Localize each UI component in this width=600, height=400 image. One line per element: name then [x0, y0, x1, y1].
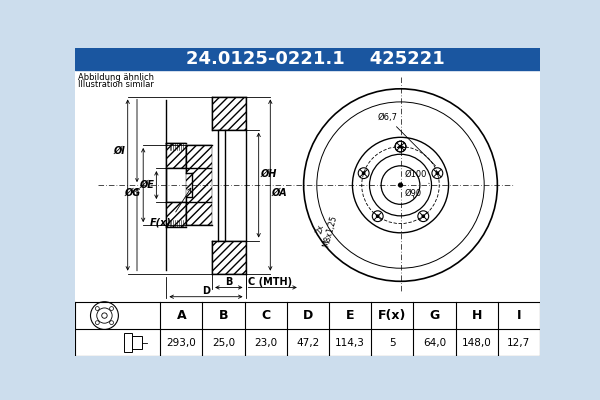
Bar	[124, 333, 131, 352]
Circle shape	[400, 146, 401, 148]
Text: ØA: ØA	[272, 188, 287, 198]
Text: 25,0: 25,0	[212, 338, 235, 348]
Circle shape	[436, 172, 439, 174]
Text: E: E	[346, 309, 355, 322]
Bar	[212, 96, 245, 130]
Text: C (MTH): C (MTH)	[248, 277, 292, 287]
Bar	[75, 48, 540, 70]
Text: Abbildung ähnlich: Abbildung ähnlich	[78, 73, 154, 82]
Text: 114,3: 114,3	[335, 338, 365, 348]
Circle shape	[422, 215, 424, 217]
Circle shape	[362, 172, 365, 174]
Text: C: C	[261, 309, 270, 322]
Text: 64,0: 64,0	[423, 338, 446, 348]
Text: I: I	[517, 309, 521, 322]
Text: D: D	[202, 286, 210, 296]
Text: 24.0125-0221.1    425221: 24.0125-0221.1 425221	[186, 50, 445, 68]
Text: 5: 5	[389, 338, 395, 348]
Text: 23,0: 23,0	[254, 338, 277, 348]
Text: G: G	[430, 309, 440, 322]
Text: ØG: ØG	[125, 188, 141, 198]
Text: Ø90: Ø90	[404, 189, 421, 198]
Text: F(x): F(x)	[378, 309, 407, 322]
Text: D: D	[303, 309, 313, 322]
Text: Ø100: Ø100	[404, 170, 429, 184]
Text: 293,0: 293,0	[166, 338, 196, 348]
Text: Illustration similar: Illustration similar	[78, 80, 154, 88]
Circle shape	[377, 215, 379, 217]
Bar	[186, 145, 212, 225]
Text: B: B	[225, 277, 233, 287]
Text: 148,0: 148,0	[462, 338, 491, 348]
Text: 2x
M8x1,25: 2x M8x1,25	[311, 212, 338, 248]
Bar	[166, 144, 186, 168]
Text: H: H	[472, 309, 482, 322]
Text: ØH: ØH	[260, 168, 277, 178]
Bar	[131, 336, 142, 349]
Text: B: B	[219, 309, 228, 322]
Bar	[166, 202, 186, 227]
Circle shape	[398, 183, 403, 187]
Text: 47,2: 47,2	[296, 338, 320, 348]
Text: ØI: ØI	[113, 146, 125, 156]
Text: ØE: ØE	[139, 180, 154, 190]
Text: A: A	[176, 309, 186, 322]
Text: Ø6,7: Ø6,7	[377, 113, 436, 166]
Bar	[75, 302, 540, 356]
Bar	[75, 70, 540, 302]
Text: F(x): F(x)	[150, 218, 172, 227]
Text: 12,7: 12,7	[507, 338, 530, 348]
Bar	[212, 240, 245, 274]
